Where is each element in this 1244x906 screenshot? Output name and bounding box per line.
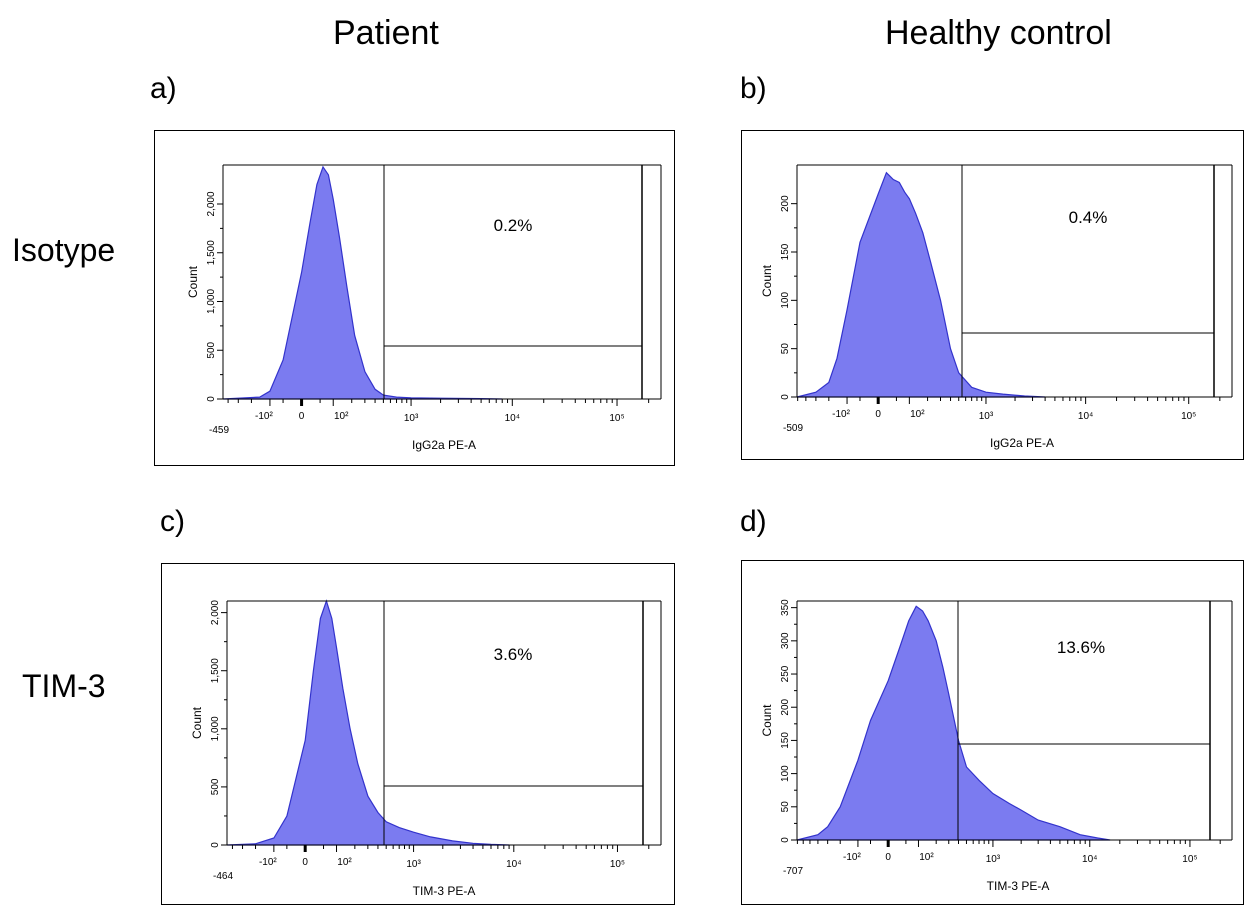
x-min-label: -509 bbox=[783, 423, 803, 434]
x-tick-label: 10³ bbox=[979, 411, 994, 422]
histogram-svg-d: 0 50 100 150 200 250 300 350 Count -10² 0 10² 10³ 10⁴… bbox=[760, 599, 1233, 893]
x-tick-label: 10⁵ bbox=[609, 413, 624, 424]
y-tick-label: 350 bbox=[780, 599, 791, 616]
histogram-panel-d: 0 50 100 150 200 250 300 350 Count -10² 0 10² 10³ 10⁴… bbox=[741, 560, 1244, 905]
x-tick-label: 10³ bbox=[986, 854, 1001, 865]
histogram-area bbox=[796, 605, 1111, 841]
x-min-label: -459 bbox=[209, 425, 229, 436]
gate-percentage-label: 13.6% bbox=[1057, 638, 1105, 657]
y-tick-label: 0 bbox=[206, 396, 217, 402]
histogram-panel-a: 0 500 1,000 1,500 2,000 Count -10² 0 10² 10³ 10⁴ 10… bbox=[154, 130, 675, 466]
panel-letter-d: d) bbox=[740, 505, 767, 538]
y-tick-label: 0 bbox=[210, 842, 221, 848]
x-tick-label: 0 bbox=[885, 852, 891, 863]
y-tick-label: 2,000 bbox=[206, 191, 217, 216]
x-tick-label: 10⁵ bbox=[1182, 854, 1197, 865]
y-tick-label: 1,500 bbox=[206, 240, 217, 265]
column-header-healthy-control: Healthy control bbox=[885, 14, 1112, 52]
x-tick-label: 10² bbox=[334, 411, 349, 422]
y-axis-title: Count bbox=[190, 706, 204, 739]
y-tick-label: 200 bbox=[780, 698, 791, 715]
histogram-svg-a: 0 500 1,000 1,500 2,000 Count -10² 0 10² 10³ 10⁴ 10… bbox=[186, 164, 662, 452]
x-tick-label: 10⁴ bbox=[505, 413, 520, 424]
y-tick-label: 0 bbox=[780, 394, 791, 400]
y-tick-label: 0 bbox=[780, 837, 791, 843]
gate-percentage-label: 3.6% bbox=[494, 645, 533, 664]
y-tick-label: 150 bbox=[780, 243, 791, 260]
x-tick-label: 10² bbox=[919, 852, 934, 863]
panel-letter-b: b) bbox=[740, 72, 767, 105]
x-tick-label: 10² bbox=[910, 409, 925, 420]
histogram-area bbox=[222, 165, 503, 400]
x-axis-title: IgG2a PE-A bbox=[412, 438, 476, 452]
y-tick-label: 1,500 bbox=[210, 658, 221, 683]
y-tick-label: 2,000 bbox=[210, 600, 221, 625]
y-tick-label: 100 bbox=[780, 292, 791, 309]
panel-letter-c: c) bbox=[160, 505, 185, 538]
x-axis-title: IgG2a PE-A bbox=[990, 436, 1054, 450]
y-tick-label: 500 bbox=[206, 341, 217, 358]
y-tick-label: 300 bbox=[780, 632, 791, 649]
histogram-area bbox=[226, 599, 510, 846]
x-tick-label: 0 bbox=[302, 857, 308, 868]
panel-letter-a: a) bbox=[150, 72, 177, 105]
y-tick-label: 50 bbox=[780, 801, 791, 813]
column-header-patient: Patient bbox=[333, 14, 439, 52]
y-tick-label: 500 bbox=[210, 778, 221, 795]
gate-percentage-label: 0.4% bbox=[1069, 208, 1108, 227]
y-tick-label: 150 bbox=[780, 732, 791, 749]
histogram-panel-b: 0 50 100 150 200 Count -10² 0 10² 10³ 10⁴ 10⁵ -509 Ig… bbox=[741, 130, 1244, 460]
x-axis-title: TIM-3 PE-A bbox=[987, 879, 1050, 893]
x-tick-label: 10³ bbox=[404, 413, 419, 424]
histogram-svg-c: 0 500 1,000 1,500 2,000 Count -10² 0 10² 10³ 10⁴ 10… bbox=[190, 599, 662, 898]
histogram-area bbox=[796, 171, 1046, 398]
x-tick-label: 10³ bbox=[406, 859, 421, 870]
x-tick-label: -10² bbox=[259, 857, 277, 868]
x-tick-label: 10⁴ bbox=[506, 859, 521, 870]
y-tick-label: 1,000 bbox=[206, 289, 217, 314]
y-axis-title: Count bbox=[760, 704, 774, 737]
y-tick-label: 250 bbox=[780, 665, 791, 682]
row-header-isotype: Isotype bbox=[12, 232, 116, 268]
y-tick-label: 100 bbox=[780, 765, 791, 782]
x-tick-label: 10⁴ bbox=[1082, 854, 1097, 865]
y-tick-label: 1,000 bbox=[210, 716, 221, 741]
x-tick-label: -10² bbox=[832, 409, 850, 420]
y-axis-title: Count bbox=[760, 264, 774, 297]
x-tick-label: 10⁴ bbox=[1078, 411, 1093, 422]
x-min-label: -464 bbox=[213, 871, 233, 882]
x-tick-label: 10⁵ bbox=[610, 859, 625, 870]
y-axis-title: Count bbox=[186, 265, 200, 298]
gate-percentage-label: 0.2% bbox=[494, 216, 533, 235]
y-tick-label: 50 bbox=[780, 343, 791, 355]
x-tick-label: -10² bbox=[843, 852, 861, 863]
histogram-svg-b: 0 50 100 150 200 Count -10² 0 10² 10³ 10⁴ 10⁵ -509 Ig… bbox=[760, 164, 1233, 450]
x-tick-label: 0 bbox=[875, 409, 881, 420]
row-header-tim3: TIM-3 bbox=[22, 668, 106, 704]
x-tick-label: 10² bbox=[337, 857, 352, 868]
y-tick-label: 200 bbox=[780, 195, 791, 212]
x-min-label: -707 bbox=[783, 866, 803, 877]
x-tick-label: 10⁵ bbox=[1181, 411, 1196, 422]
x-tick-label: 0 bbox=[299, 411, 305, 422]
x-axis-title: TIM-3 PE-A bbox=[413, 884, 476, 898]
x-tick-label: -10² bbox=[255, 411, 273, 422]
histogram-panel-c: 0 500 1,000 1,500 2,000 Count -10² 0 10² 10³ 10⁴ 10… bbox=[161, 563, 675, 905]
